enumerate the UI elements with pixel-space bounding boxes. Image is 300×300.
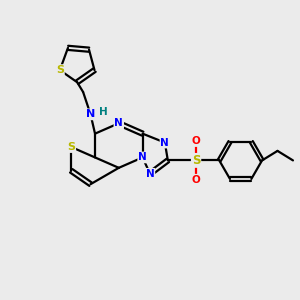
Text: O: O [192,136,200,146]
Text: H: H [99,107,107,117]
Text: S: S [67,142,75,152]
Text: N: N [138,152,147,162]
Text: O: O [192,175,200,185]
Text: N: N [114,118,123,128]
Text: N: N [86,109,95,119]
Text: N: N [160,138,169,148]
Text: S: S [56,65,64,75]
Text: N: N [146,169,154,179]
Text: S: S [192,154,200,167]
